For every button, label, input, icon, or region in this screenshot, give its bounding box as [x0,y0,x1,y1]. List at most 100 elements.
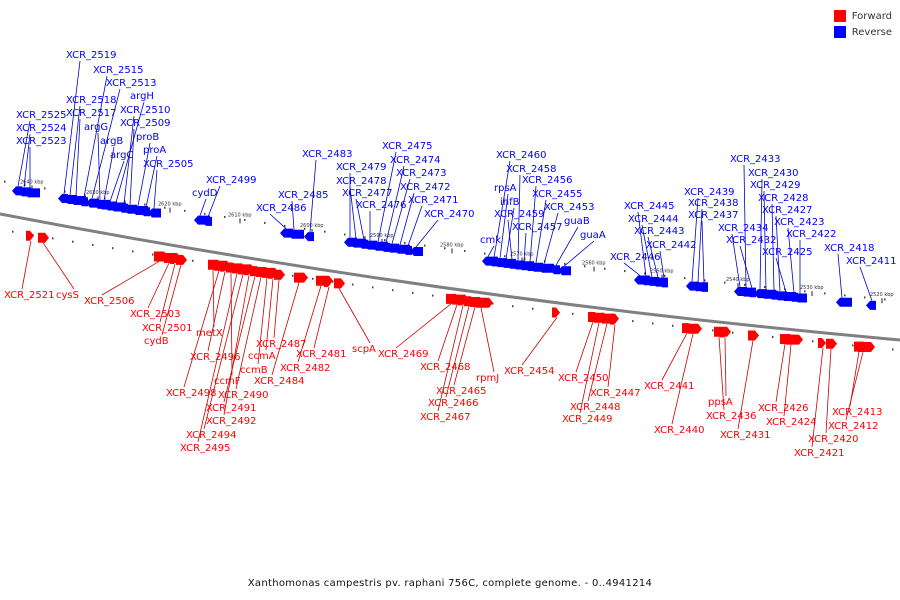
gene-arrow[interactable] [658,278,668,288]
gene-label-forward[interactable]: XCR_2494 [186,430,237,441]
gene-label-reverse[interactable]: proA [143,145,166,156]
gene-label-forward[interactable]: XCR_2436 [706,411,757,422]
gene-label-forward[interactable]: cydB [144,336,169,347]
gene-label-reverse[interactable]: XCR_2458 [506,164,557,175]
gene-label-reverse[interactable]: XCR_2515 [93,65,144,76]
gene-label-forward[interactable]: XCR_2496 [190,352,241,363]
gene-label-forward[interactable]: XCR_2495 [180,443,231,454]
gene-arrow[interactable] [746,288,756,298]
gene-arrow[interactable] [38,232,49,243]
gene-arrow[interactable] [786,334,803,345]
gene-label-forward[interactable]: XCR_2421 [794,448,845,459]
gene-label-reverse[interactable]: rpsA [494,183,517,194]
gene-label-reverse[interactable]: XCR_2505 [143,159,194,170]
gene-label-reverse[interactable]: cydD [192,188,218,199]
gene-label-reverse[interactable]: XCR_2476 [356,200,407,211]
gene-arrow[interactable] [410,246,423,256]
gene-arrow[interactable] [202,216,212,226]
gene-arrow[interactable] [140,207,150,217]
gene-arrow[interactable] [858,342,875,353]
gene-label-reverse[interactable]: XCR_2438 [688,198,739,209]
gene-label-reverse[interactable]: guaA [580,230,606,241]
gene-label-forward[interactable]: XCR_2424 [766,417,817,428]
gene-label-forward[interactable]: XCR_2412 [828,421,879,432]
gene-label-forward[interactable]: cysS [56,290,79,301]
gene-label-reverse[interactable]: XCR_2479 [336,162,387,173]
gene-label-reverse[interactable]: XCR_2434 [718,223,769,234]
gene-arrow[interactable] [866,300,876,310]
gene-label-reverse[interactable]: XCR_2455 [532,189,583,200]
gene-label-forward[interactable]: XCR_2503 [130,309,181,320]
gene-label-forward[interactable]: XCR_2465 [436,386,487,397]
gene-label-forward[interactable]: ccmB [240,365,268,376]
gene-label-reverse[interactable]: XCR_2446 [610,252,661,263]
gene-arrow[interactable] [698,282,708,292]
gene-label-forward[interactable]: ccmF [214,376,241,387]
gene-label-reverse[interactable]: XCR_2439 [684,187,735,198]
gene-label-reverse[interactable]: XCR_2475 [382,141,433,152]
gene-label-reverse[interactable]: XCR_2430 [748,168,799,179]
gene-label-forward[interactable]: XCR_2491 [206,403,257,414]
gene-arrow[interactable] [26,230,34,241]
gene-label-reverse[interactable]: XCR_2411 [846,256,897,267]
gene-arrow[interactable] [294,272,308,283]
gene-label-reverse[interactable]: XCR_2442 [646,240,697,251]
gene-arrow[interactable] [826,338,837,349]
gene-label-forward[interactable]: XCR_2498 [166,388,217,399]
gene-label-reverse[interactable]: XCR_2433 [730,154,781,165]
gene-label-reverse[interactable]: XCR_2471 [408,195,459,206]
gene-label-forward[interactable]: XCR_2501 [142,323,193,334]
gene-label-reverse[interactable]: XCR_2518 [66,95,117,106]
gene-arrow[interactable] [24,188,40,198]
gene-label-forward[interactable]: XCR_2447 [590,388,641,399]
gene-label-reverse[interactable]: XCR_2486 [256,203,307,214]
gene-label-reverse[interactable]: XCR_2470 [424,209,475,220]
gene-label-reverse[interactable]: guaB [564,216,590,227]
gene-label-forward[interactable]: XCR_2448 [570,402,621,413]
gene-arrow[interactable] [552,307,560,318]
gene-label-forward[interactable]: XCR_2449 [562,414,613,425]
gene-label-reverse[interactable]: ihfB [500,197,520,208]
gene-label-reverse[interactable]: XCR_2485 [278,190,329,201]
gene-label-reverse[interactable]: argC [110,150,133,161]
gene-label-reverse[interactable]: XCR_2517 [66,108,117,119]
gene-label-reverse[interactable]: cmk [480,235,501,246]
gene-label-reverse[interactable]: XCR_2523 [16,136,67,147]
gene-label-forward[interactable]: XCR_2466 [428,398,479,409]
gene-label-reverse[interactable]: argH [130,91,154,102]
gene-label-reverse[interactable]: XCR_2460 [496,150,547,161]
gene-label-forward[interactable]: XCR_2413 [832,407,883,418]
gene-label-reverse[interactable]: XCR_2499 [206,175,257,186]
gene-label-forward[interactable]: rpmJ [476,373,499,384]
gene-label-forward[interactable]: XCR_2469 [378,349,429,360]
gene-label-reverse[interactable]: XCR_2525 [16,110,67,121]
gene-label-reverse[interactable]: XCR_2456 [522,175,573,186]
gene-label-forward[interactable]: metX [196,328,223,339]
gene-label-reverse[interactable]: proB [136,132,159,143]
gene-arrow[interactable] [836,297,852,307]
gene-label-reverse[interactable]: XCR_2422 [786,229,837,240]
gene-label-reverse[interactable]: XCR_2437 [688,210,739,221]
gene-arrow[interactable] [720,327,728,338]
gene-label-reverse[interactable]: argG [84,122,108,133]
gene-arrow[interactable] [304,232,314,242]
gene-arrow[interactable] [148,208,161,218]
gene-label-reverse[interactable]: XCR_2423 [774,217,825,228]
gene-label-forward[interactable]: XCR_2450 [558,373,609,384]
gene-arrow[interactable] [538,263,554,273]
gene-label-forward[interactable]: XCR_2426 [758,403,809,414]
gene-arrow[interactable] [558,266,571,276]
gene-label-reverse[interactable]: XCR_2473 [396,168,447,179]
gene-label-forward[interactable]: XCR_2420 [808,434,859,445]
gene-label-reverse[interactable]: XCR_2477 [342,188,393,199]
gene-label-forward[interactable]: ccmA [248,351,276,362]
gene-label-reverse[interactable]: XCR_2513 [106,78,157,89]
gene-arrow[interactable] [402,245,412,255]
gene-label-forward[interactable]: XCR_2431 [720,430,771,441]
gene-label-reverse[interactable]: XCR_2524 [16,123,67,134]
gene-label-forward[interactable]: XCR_2441 [644,381,695,392]
gene-label-reverse[interactable]: XCR_2483 [302,149,353,160]
gene-label-reverse[interactable]: XCR_2427 [762,205,813,216]
gene-arrow[interactable] [794,293,807,303]
gene-label-reverse[interactable]: XCR_2509 [120,118,171,129]
